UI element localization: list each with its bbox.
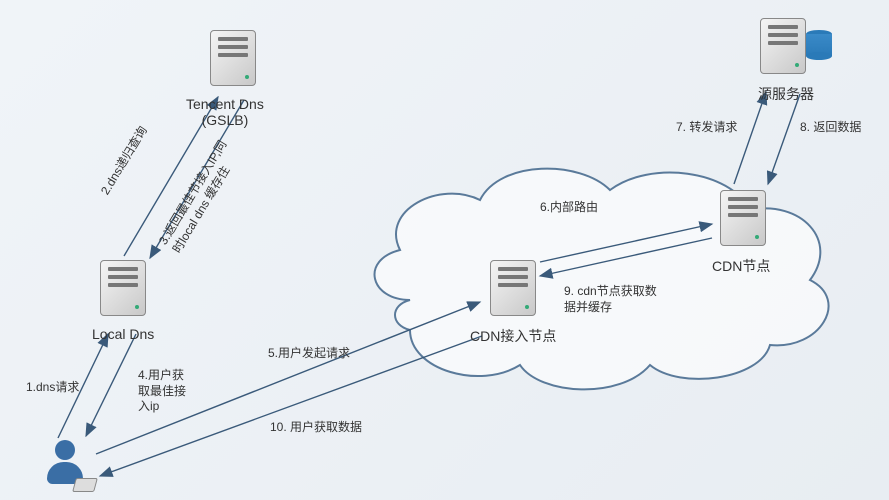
edge-10-label: 10. 用户获取数据 xyxy=(270,420,362,436)
origin-db-icon xyxy=(806,30,832,64)
tencent-dns-server-icon xyxy=(210,30,254,90)
edge-1-label: 1.dns请求 xyxy=(26,380,79,396)
user-icon xyxy=(40,440,90,490)
edge-4-label: 4.用户获 取最佳接 入ip xyxy=(138,368,186,415)
diagram-stage: Tencent Dns (GSLB) Local Dns CDN接入节点 CDN… xyxy=(0,0,889,500)
cdn-access-server-icon xyxy=(490,260,534,320)
origin-label: 源服务器 xyxy=(758,84,814,104)
local-dns-server-icon xyxy=(100,260,144,320)
cloud-shape xyxy=(0,0,889,500)
edge-7-label: 7. 转发请求 xyxy=(676,120,737,136)
edge-5-label: 5.用户发起请求 xyxy=(268,346,350,362)
edge-6-label: 6.内部路由 xyxy=(540,200,598,216)
cdn-access-label: CDN接入节点 xyxy=(470,326,556,346)
local-dns-label: Local Dns xyxy=(92,326,154,342)
edge-3-label: 3.返回最佳节接入IP,同 时local dns 缓存住 xyxy=(156,138,244,256)
tencent-dns-label: Tencent Dns (GSLB) xyxy=(186,96,264,128)
edge-9-label: 9. cdn节点获取数 据并缓存 xyxy=(564,284,657,315)
edge-8-label: 8. 返回数据 xyxy=(800,120,861,136)
cdn-node-server-icon xyxy=(720,190,764,250)
edge-2-label: 2.dns递归查询 xyxy=(98,124,151,198)
cdn-node-label: CDN节点 xyxy=(712,256,770,276)
origin-server-icon xyxy=(760,18,804,78)
